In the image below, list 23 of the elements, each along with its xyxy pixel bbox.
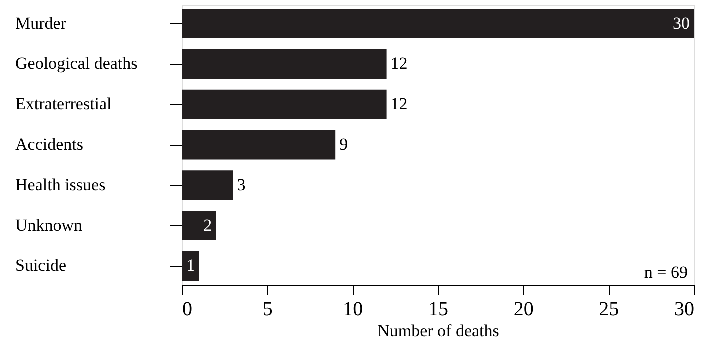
y-tick-label: Extraterrestial xyxy=(16,94,112,114)
data-label: 12 xyxy=(390,54,408,74)
y-tick-label: Murder xyxy=(16,14,67,33)
y-tick-label: Unknown xyxy=(16,216,84,235)
x-axis-title: Number of deaths xyxy=(378,322,500,340)
annotation: n = 69 xyxy=(644,263,688,282)
x-tick-label: 5 xyxy=(262,298,273,320)
y-tick-label: Health issues xyxy=(16,175,106,194)
data-label: 9 xyxy=(340,135,348,154)
data-label: 2 xyxy=(204,216,212,235)
x-tick-label: 10 xyxy=(343,298,364,320)
data-label: 30 xyxy=(673,14,690,33)
data-label: 1 xyxy=(186,256,196,276)
y-tick-label: Accidents xyxy=(16,135,84,154)
x-tick-label: 25 xyxy=(599,298,620,320)
data-label: 12 xyxy=(390,94,408,114)
y-tick-label: Suicide xyxy=(16,256,66,276)
data-label: 3 xyxy=(237,175,246,194)
x-tick-label: 20 xyxy=(514,298,534,320)
x-tick-label: 0 xyxy=(182,298,192,320)
x-tick-label: 30 xyxy=(674,298,694,320)
y-tick-label: Geological deaths xyxy=(16,54,138,74)
x-tick-label: 15 xyxy=(428,298,448,320)
